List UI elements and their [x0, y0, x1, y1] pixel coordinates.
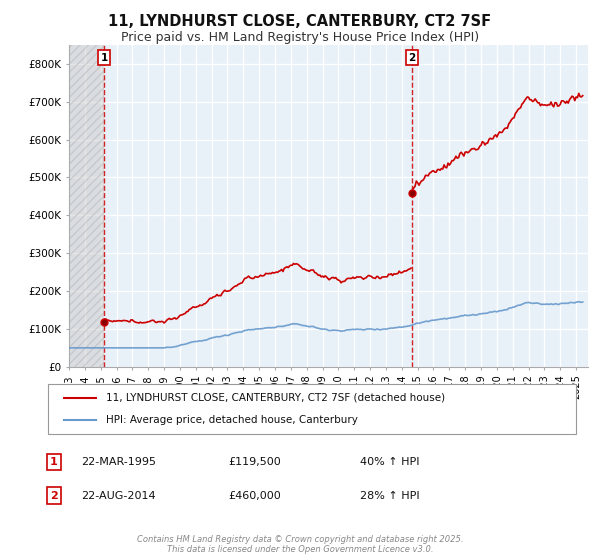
Text: 1: 1 [101, 53, 108, 63]
Text: 2: 2 [50, 491, 58, 501]
Text: Price paid vs. HM Land Registry's House Price Index (HPI): Price paid vs. HM Land Registry's House … [121, 31, 479, 44]
FancyBboxPatch shape [48, 384, 576, 434]
Text: Contains HM Land Registry data © Crown copyright and database right 2025.
This d: Contains HM Land Registry data © Crown c… [137, 535, 463, 554]
Text: HPI: Average price, detached house, Canterbury: HPI: Average price, detached house, Cant… [106, 415, 358, 425]
Text: 1: 1 [50, 457, 58, 467]
Bar [69, 45, 104, 367]
Text: 2: 2 [409, 53, 416, 63]
Text: 11, LYNDHURST CLOSE, CANTERBURY, CT2 7SF: 11, LYNDHURST CLOSE, CANTERBURY, CT2 7SF [109, 14, 491, 29]
Text: £460,000: £460,000 [228, 491, 281, 501]
Text: £119,500: £119,500 [228, 457, 281, 467]
Text: 22-AUG-2014: 22-AUG-2014 [81, 491, 155, 501]
Text: 22-MAR-1995: 22-MAR-1995 [81, 457, 156, 467]
Text: 40% ↑ HPI: 40% ↑ HPI [360, 457, 419, 467]
Text: 28% ↑ HPI: 28% ↑ HPI [360, 491, 419, 501]
Text: 11, LYNDHURST CLOSE, CANTERBURY, CT2 7SF (detached house): 11, LYNDHURST CLOSE, CANTERBURY, CT2 7SF… [106, 393, 445, 403]
